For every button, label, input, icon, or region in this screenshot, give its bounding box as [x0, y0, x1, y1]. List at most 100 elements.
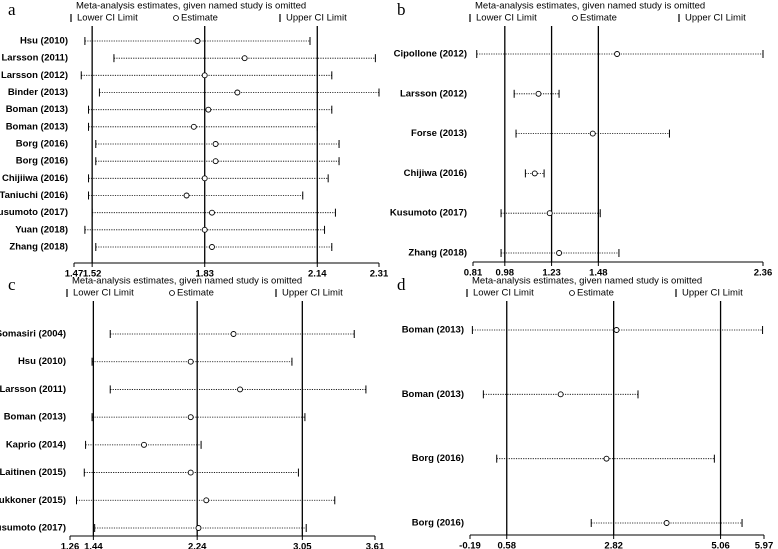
x-tick-label: 1.52 — [83, 269, 102, 280]
estimate-point — [203, 497, 210, 504]
study-label: Borg (2016) — [16, 139, 68, 150]
x-tick-label: 1.26 — [61, 542, 80, 549]
study-label: Yuan (2018) — [15, 224, 68, 235]
estimate-point — [187, 414, 194, 421]
estimate-point — [209, 244, 215, 250]
legend-label: Estimate — [580, 13, 617, 24]
study-label: Cipollone (2012) — [394, 49, 467, 60]
study-label: Borg (2016) — [412, 518, 464, 529]
study-label: Boman (2013) — [6, 104, 68, 115]
x-tick-label: 0.98 — [496, 268, 515, 279]
chart-title: Meta-analysis estimates, given named stu… — [72, 276, 302, 287]
estimate-point — [190, 123, 197, 130]
x-tick-label: 0.58 — [498, 541, 517, 549]
legend-symbol — [572, 15, 578, 21]
legend-symbol — [169, 290, 175, 296]
legend-label: Estimate — [177, 288, 214, 299]
chart-title: Meta-analysis estimates, given named stu… — [472, 276, 702, 287]
estimate-point — [201, 72, 208, 79]
estimate-point — [141, 441, 147, 448]
legend-label: Lower CI Limit — [77, 13, 138, 24]
legend-label: Lower CI Limit — [476, 13, 537, 24]
x-tick-label: -0.19 — [459, 541, 481, 549]
estimate-point — [212, 141, 219, 147]
estimate-point — [230, 331, 237, 337]
study-label: Forse (2013) — [411, 128, 467, 139]
estimate-point — [557, 391, 564, 398]
study-label: Borg (2016) — [412, 453, 464, 464]
study-label: Boman (2013) — [402, 325, 464, 336]
legend-label: Upper CI Limit — [282, 288, 343, 299]
chart-title: Meta-analysis estimates, given named stu… — [76, 1, 306, 12]
x-tick-label: 1.47 — [65, 269, 84, 280]
study-label: Laitinen (2015) — [0, 467, 66, 478]
panel-label: b — [397, 0, 406, 19]
study-label: Larsson (2011) — [1, 53, 68, 64]
study-label: Taniuchi (2016) — [0, 190, 68, 201]
x-tick-label: 1.48 — [589, 268, 608, 279]
x-tick-label: 2.31 — [370, 269, 389, 280]
study-label: Zhang (2018) — [408, 248, 467, 259]
x-tick-label: 3.05 — [293, 542, 312, 549]
estimate-point — [531, 170, 538, 177]
estimate-point — [195, 525, 202, 531]
study-label: Larsson (2012) — [400, 88, 467, 99]
estimate-point — [556, 250, 563, 256]
legend-label: Estimate — [577, 288, 614, 299]
estimate-point — [205, 106, 212, 113]
x-tick-label: 2.14 — [308, 269, 327, 280]
study-label: Larsson (2012) — [1, 70, 68, 81]
estimate-point — [187, 358, 194, 365]
study-label: Boman (2013) — [402, 389, 464, 400]
x-tick-label: 2.82 — [604, 541, 623, 549]
x-tick-label: 3.61 — [366, 542, 385, 549]
study-label: Kusumoto (2017) — [390, 208, 467, 219]
study-label: Boman (2013) — [6, 121, 68, 132]
x-tick-label: 1.23 — [542, 268, 561, 279]
legend-label: Estimate — [181, 13, 218, 24]
study-label: Hsu (2010) — [20, 36, 68, 47]
legend-label: Upper CI Limit — [286, 13, 347, 24]
study-label: Somasiri (2004) — [0, 329, 66, 340]
chart-title: Meta-analysis estimates, given named stu… — [475, 1, 705, 12]
study-label: Larsson (2011) — [0, 384, 66, 395]
estimate-point — [614, 51, 621, 57]
estimate-point — [209, 209, 215, 216]
estimate-point — [603, 455, 610, 462]
study-label: Kusumoto (2017) — [0, 523, 66, 534]
study-label: Saukkoner (2015) — [0, 495, 66, 506]
x-tick-label: 2.36 — [754, 268, 773, 279]
panel-label: d — [397, 275, 406, 294]
legend-label: Lower CI Limit — [473, 288, 534, 299]
x-tick-label: 1.44 — [84, 542, 103, 549]
estimate-point — [241, 55, 248, 62]
estimate-point — [212, 158, 219, 165]
estimate-point — [234, 89, 241, 96]
estimate-point — [194, 38, 201, 44]
study-label: Chijiiwa (2016) — [2, 173, 68, 184]
study-label: Binder (2013) — [8, 87, 68, 98]
estimate-point — [535, 90, 542, 97]
panel-label: c — [8, 275, 16, 294]
study-label: Kusumoto (2017) — [0, 207, 68, 218]
legend-label: Upper CI Limit — [685, 13, 746, 24]
study-label: Borg (2016) — [16, 156, 68, 167]
legend-symbol — [569, 290, 575, 296]
estimate-point — [201, 226, 208, 233]
estimate-point — [546, 210, 553, 217]
estimate-point — [183, 192, 190, 199]
study-label: Zhang (2018) — [9, 242, 68, 253]
estimate-point — [613, 327, 620, 333]
estimate-point — [187, 469, 194, 476]
estimate-point — [589, 130, 596, 137]
estimate-point — [663, 520, 670, 526]
study-label: Boman (2013) — [4, 412, 66, 423]
x-tick-label: 1.83 — [195, 269, 214, 280]
legend-symbol — [173, 15, 179, 21]
x-tick-label: 2.24 — [188, 542, 207, 549]
estimate-point — [237, 386, 243, 393]
study-label: Hsu (2010) — [18, 356, 66, 367]
legend-label: Lower CI Limit — [73, 288, 134, 299]
x-tick-label: 0.81 — [464, 268, 483, 279]
